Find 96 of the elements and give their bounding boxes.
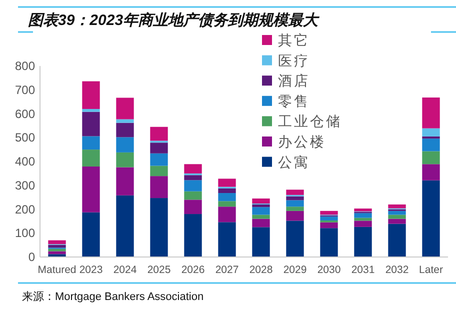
x-tick-label: 2029 [283, 264, 307, 276]
bar [150, 126, 168, 141]
bar [218, 193, 236, 202]
legend-label: 办公楼 [278, 134, 326, 150]
bar [116, 98, 134, 120]
bar [422, 136, 440, 139]
x-tick-label: Later [419, 264, 444, 276]
bar [354, 213, 372, 218]
legend-label: 其它 [278, 33, 310, 49]
bar [150, 176, 168, 198]
bar [218, 178, 236, 187]
bar [354, 220, 372, 227]
x-tick-label: 2026 [181, 264, 205, 276]
bar [48, 240, 66, 244]
y-tick-label: 400 [14, 154, 36, 168]
x-tick-label: 2027 [215, 264, 239, 276]
bar [150, 198, 168, 257]
bar [184, 200, 202, 214]
bar [116, 122, 134, 138]
bar [82, 112, 100, 136]
bar [82, 150, 100, 167]
bar [422, 151, 440, 164]
bar [82, 81, 100, 109]
y-tick-label: 300 [14, 178, 36, 192]
bar [388, 224, 406, 257]
bar [320, 228, 338, 257]
bar [150, 153, 168, 166]
bar [218, 201, 236, 207]
bar [354, 226, 372, 257]
bar [422, 164, 440, 180]
bar [48, 248, 66, 252]
bar [422, 128, 440, 136]
bar [422, 98, 440, 128]
bar [218, 188, 236, 194]
bar [184, 214, 202, 257]
bar [422, 138, 440, 152]
y-tick-label: 700 [14, 82, 36, 97]
bar [422, 180, 440, 257]
y-tick-label: 500 [14, 130, 36, 145]
legend-label: 公寓 [278, 154, 310, 171]
bar [286, 210, 304, 221]
bar [320, 216, 338, 220]
bar [388, 218, 406, 224]
bar [388, 204, 406, 208]
x-tick-label: 2028 [249, 264, 273, 276]
bar [286, 200, 304, 207]
bar [218, 222, 236, 257]
legend-label: 医疗 [278, 53, 310, 70]
bar [218, 206, 236, 222]
bar [184, 175, 202, 180]
chart-title: 图表39：2023年商业地产债务到期规模最大 [28, 11, 320, 29]
y-tick-label: 800 [14, 59, 36, 73]
legend-label: 零售 [278, 94, 310, 110]
bar [388, 210, 406, 215]
y-tick-label: 600 [14, 106, 36, 121]
source-note: 来源：Mortgage Bankers Association [22, 290, 204, 303]
bar [82, 212, 100, 257]
x-tick-label: 2032 [385, 264, 409, 276]
bar [354, 208, 372, 212]
x-tick-label: Matured [38, 264, 76, 276]
bar [388, 214, 406, 219]
bar [320, 222, 338, 228]
bar [116, 195, 134, 257]
bar [82, 108, 100, 112]
bar [286, 196, 304, 200]
bar [252, 207, 270, 215]
y-tick-label: 200 [14, 202, 36, 216]
x-tick-label: 2023 [79, 264, 103, 276]
x-tick-label: 2030 [317, 264, 341, 276]
bar [320, 210, 338, 215]
bar [150, 166, 168, 176]
bar [184, 191, 202, 200]
bar [184, 180, 202, 192]
bar [286, 190, 304, 195]
y-tick-label: 0 [28, 250, 36, 264]
x-tick-label: 2025 [147, 264, 171, 276]
bar [252, 214, 270, 219]
bar [286, 220, 304, 257]
x-tick-label: 2024 [113, 264, 137, 276]
bar [252, 198, 270, 204]
legend-label: 工业仓储 [278, 114, 342, 130]
bar [82, 136, 100, 150]
bar [116, 137, 134, 152]
legend-label: 酒店 [278, 74, 310, 90]
bar [286, 206, 304, 211]
bar [150, 142, 168, 154]
bar [252, 227, 270, 257]
y-tick-label: 100 [14, 226, 36, 240]
x-tick-label: 2031 [351, 264, 375, 276]
bar [252, 204, 270, 208]
bar [184, 164, 202, 174]
bar [116, 167, 134, 196]
bar [82, 166, 100, 212]
bar [116, 152, 134, 168]
bar [252, 218, 270, 228]
bar [116, 119, 134, 123]
